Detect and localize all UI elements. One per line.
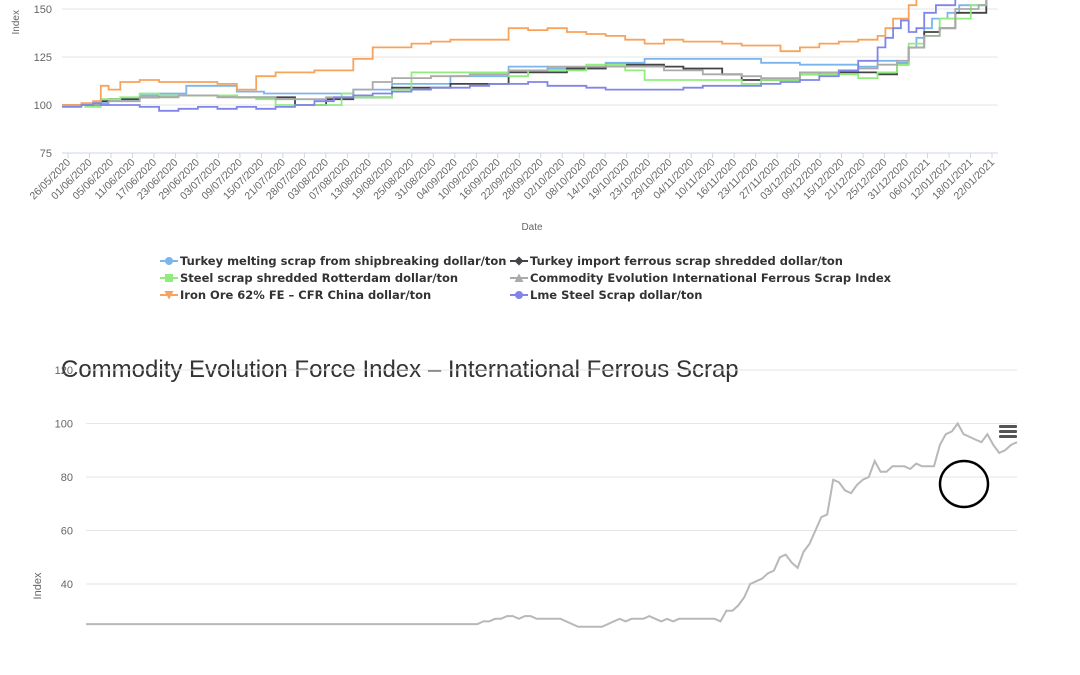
series-line-1 [62,0,988,106]
force-chart-series [86,421,1018,628]
top-chart-x-axis-label: Date [521,222,543,233]
hamburger-menu-icon[interactable] [999,425,1017,439]
legend-label: Lme Steel Scrap dollar/ton [530,288,703,302]
legend-marker-triangle-icon [510,273,528,282]
y-tick-label: 100 [55,419,73,431]
force-chart-y-ticks: 40 60 80 100 120 [55,365,73,591]
legend-label: Turkey melting scrap from shipbreaking d… [180,254,507,268]
series-line-0 [62,0,988,106]
force-chart-y-axis-label: Index [32,572,44,599]
legend-marker-circle-icon [160,257,178,265]
legend-marker-square-icon [160,274,178,282]
top-chart-y-axis-label: Index [11,10,22,34]
highlight-circle-annotation [938,459,990,509]
force-index-line [86,421,1018,628]
legend-marker-circle-icon [510,291,528,299]
y-tick-label: 60 [61,526,73,538]
top-chart-x-ticks: 26/05/202001/06/202005/06/202011/06/2020… [27,153,997,202]
legend-marker-triangle-down-icon [160,291,178,300]
y-tick-label: 125 [34,52,52,64]
force-index-chart: 40 60 80 100 120 Index [32,365,1018,628]
series-line-5 [62,0,957,112]
legend-label: Iron Ore 62% FE – CFR China dollar/ton [180,288,432,302]
top-chart-y-ticks: 75 100 125 150 [34,4,52,160]
price-comparison-chart: 75 100 125 150 26/05/202001/06/202005/06/20… [11,0,998,233]
legend-label: Commodity Evolution International Ferrou… [530,271,892,285]
y-tick-label: 100 [34,100,52,112]
y-tick-label: 75 [40,148,52,160]
series-line-2 [62,0,988,108]
legend-marker-diamond-icon [510,256,528,266]
top-chart-series [62,0,988,112]
y-tick-label: 40 [61,579,73,591]
legend-label: Turkey import ferrous scrap shredded dol… [530,254,843,268]
series-line-3 [62,0,988,106]
legend-label: Steel scrap shredded Rotterdam dollar/to… [180,271,459,285]
y-tick-label: 80 [61,472,73,484]
force-chart-gridlines [86,369,1017,585]
series-line-4 [62,0,918,106]
y-tick-label: 120 [55,365,73,377]
y-tick-label: 150 [34,4,52,16]
